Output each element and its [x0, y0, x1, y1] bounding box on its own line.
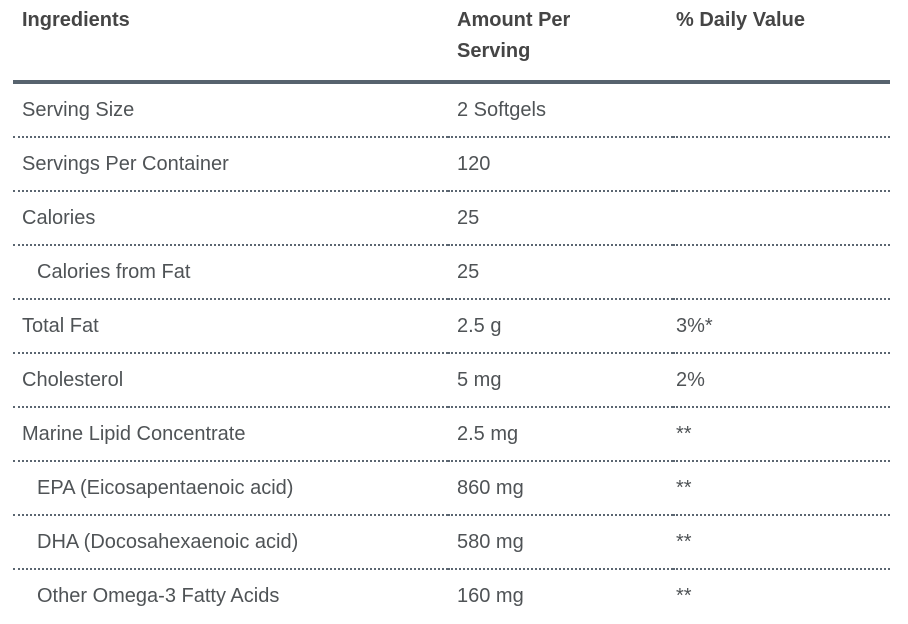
amount-per-serving-cell: 2.5 g: [448, 299, 673, 354]
daily-value-cell: 3%*: [673, 299, 890, 354]
table-body: Serving Size 2 Softgels Servings Per Con…: [13, 82, 890, 622]
table-row: Calories from Fat 25: [13, 245, 890, 300]
table-row: Marine Lipid Concentrate 2.5 mg **: [13, 407, 890, 462]
column-header-amount-per-serving-label: Amount Per Serving: [457, 9, 571, 62]
daily-value-cell: [673, 82, 890, 138]
table-row: Other Omega-3 Fatty Acids 160 mg **: [13, 569, 890, 622]
table-row: DHA (Docosahexaenoic acid) 580 mg **: [13, 515, 890, 570]
amount-per-serving-cell: 160 mg: [457, 585, 524, 607]
daily-value-cell: **: [673, 407, 890, 462]
table-header: Ingredients Amount Per Serving % Daily V…: [13, 0, 890, 84]
table-row: Serving Size 2 Softgels: [13, 82, 890, 138]
amount-per-serving-cell: 120: [448, 137, 673, 192]
amount-per-serving-cell: 580 mg: [448, 515, 673, 570]
ingredient-name-cell: Calories: [13, 191, 448, 246]
column-header-ingredients: Ingredients: [13, 0, 448, 84]
amount-per-serving-cell: 2 Softgels: [448, 82, 673, 138]
daily-value-cell: [673, 245, 890, 300]
column-header-daily-value: % Daily Value: [673, 0, 890, 84]
column-header-ingredients-label: Ingredients: [22, 9, 130, 31]
amount-per-serving-cell: 25: [448, 245, 673, 300]
ingredient-name-cell: DHA (Docosahexaenoic acid): [13, 515, 448, 570]
amount-per-serving-cell: 2.5 mg: [448, 407, 673, 462]
daily-value-cell: **: [673, 461, 890, 516]
table-row: Servings Per Container 120: [13, 137, 890, 192]
ingredient-name-cell: EPA (Eicosapentaenoic acid): [13, 461, 448, 516]
column-header-amount-per-serving: Amount Per Serving: [448, 0, 673, 84]
ingredient-name-cell: Marine Lipid Concentrate: [13, 407, 448, 462]
amount-per-serving-cell: 5 mg: [448, 353, 673, 408]
amount-per-serving-cell: 25: [448, 191, 673, 246]
ingredient-name-cell: Serving Size: [13, 82, 448, 138]
table-row: Cholesterol 5 mg 2%: [13, 353, 890, 408]
ingredient-name-cell: Calories from Fat: [13, 245, 448, 300]
supplement-facts-table: Ingredients Amount Per Serving % Daily V…: [13, 0, 890, 622]
column-header-daily-value-label: % Daily Value: [676, 9, 805, 31]
table-row: Calories 25: [13, 191, 890, 246]
table-row: EPA (Eicosapentaenoic acid) 860 mg **: [13, 461, 890, 516]
daily-value-cell: [673, 137, 890, 192]
ingredient-name-cell: Servings Per Container: [13, 137, 448, 192]
ingredient-name-cell: Cholesterol: [13, 353, 448, 408]
daily-value-cell: 2%: [673, 353, 890, 408]
table-row: Total Fat 2.5 g 3%*: [13, 299, 890, 354]
daily-value-cell: **: [676, 585, 692, 607]
amount-per-serving-cell: 860 mg: [448, 461, 673, 516]
header-row: Ingredients Amount Per Serving % Daily V…: [13, 0, 890, 84]
ingredient-name-cell: Total Fat: [13, 299, 448, 354]
daily-value-cell: [673, 191, 890, 246]
ingredient-name-cell: Other Omega-3 Fatty Acids: [37, 585, 280, 607]
daily-value-cell: **: [673, 515, 890, 570]
